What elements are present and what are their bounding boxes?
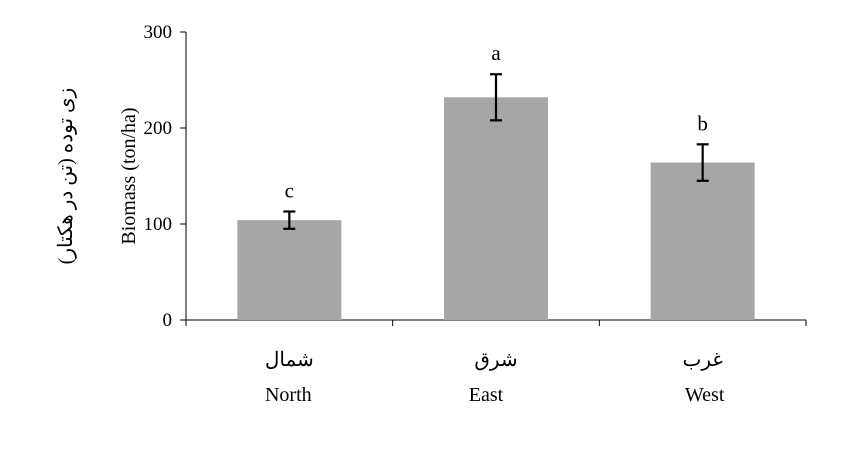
y-axis: 0 100 200 300 (144, 22, 187, 331)
bar-west (650, 162, 755, 320)
bar-east (444, 97, 548, 320)
labels: c شمال North a شرق East b غرب West (265, 41, 725, 406)
y-tick-label: 100 (144, 214, 173, 235)
y-axis-label-en: Biomass (ton/ha) (118, 107, 140, 244)
significance-label-west: b (697, 111, 708, 135)
category-label-en: East (469, 384, 504, 406)
category-label-fa: شمال (265, 349, 314, 371)
error-bar-west (696, 143, 709, 182)
y-tick-label: 300 (144, 22, 173, 43)
bars (237, 73, 755, 320)
category-label-en: North (265, 384, 312, 406)
category-label-fa: شرق (474, 349, 517, 371)
category-label-fa: غرب (683, 349, 723, 371)
bar-north (237, 220, 342, 320)
x-axis (185, 319, 807, 326)
significance-label-east: a (491, 41, 501, 65)
y-tick-label: 0 (163, 310, 173, 331)
significance-label-north: c (285, 179, 294, 203)
error-bar-east (490, 73, 502, 122)
category-label-en: West (685, 384, 725, 406)
error-bar-north (283, 210, 296, 230)
y-tick-label: 200 (144, 118, 173, 139)
y-axis-label-fa: زی توده (تن در هکتار) (55, 88, 77, 265)
